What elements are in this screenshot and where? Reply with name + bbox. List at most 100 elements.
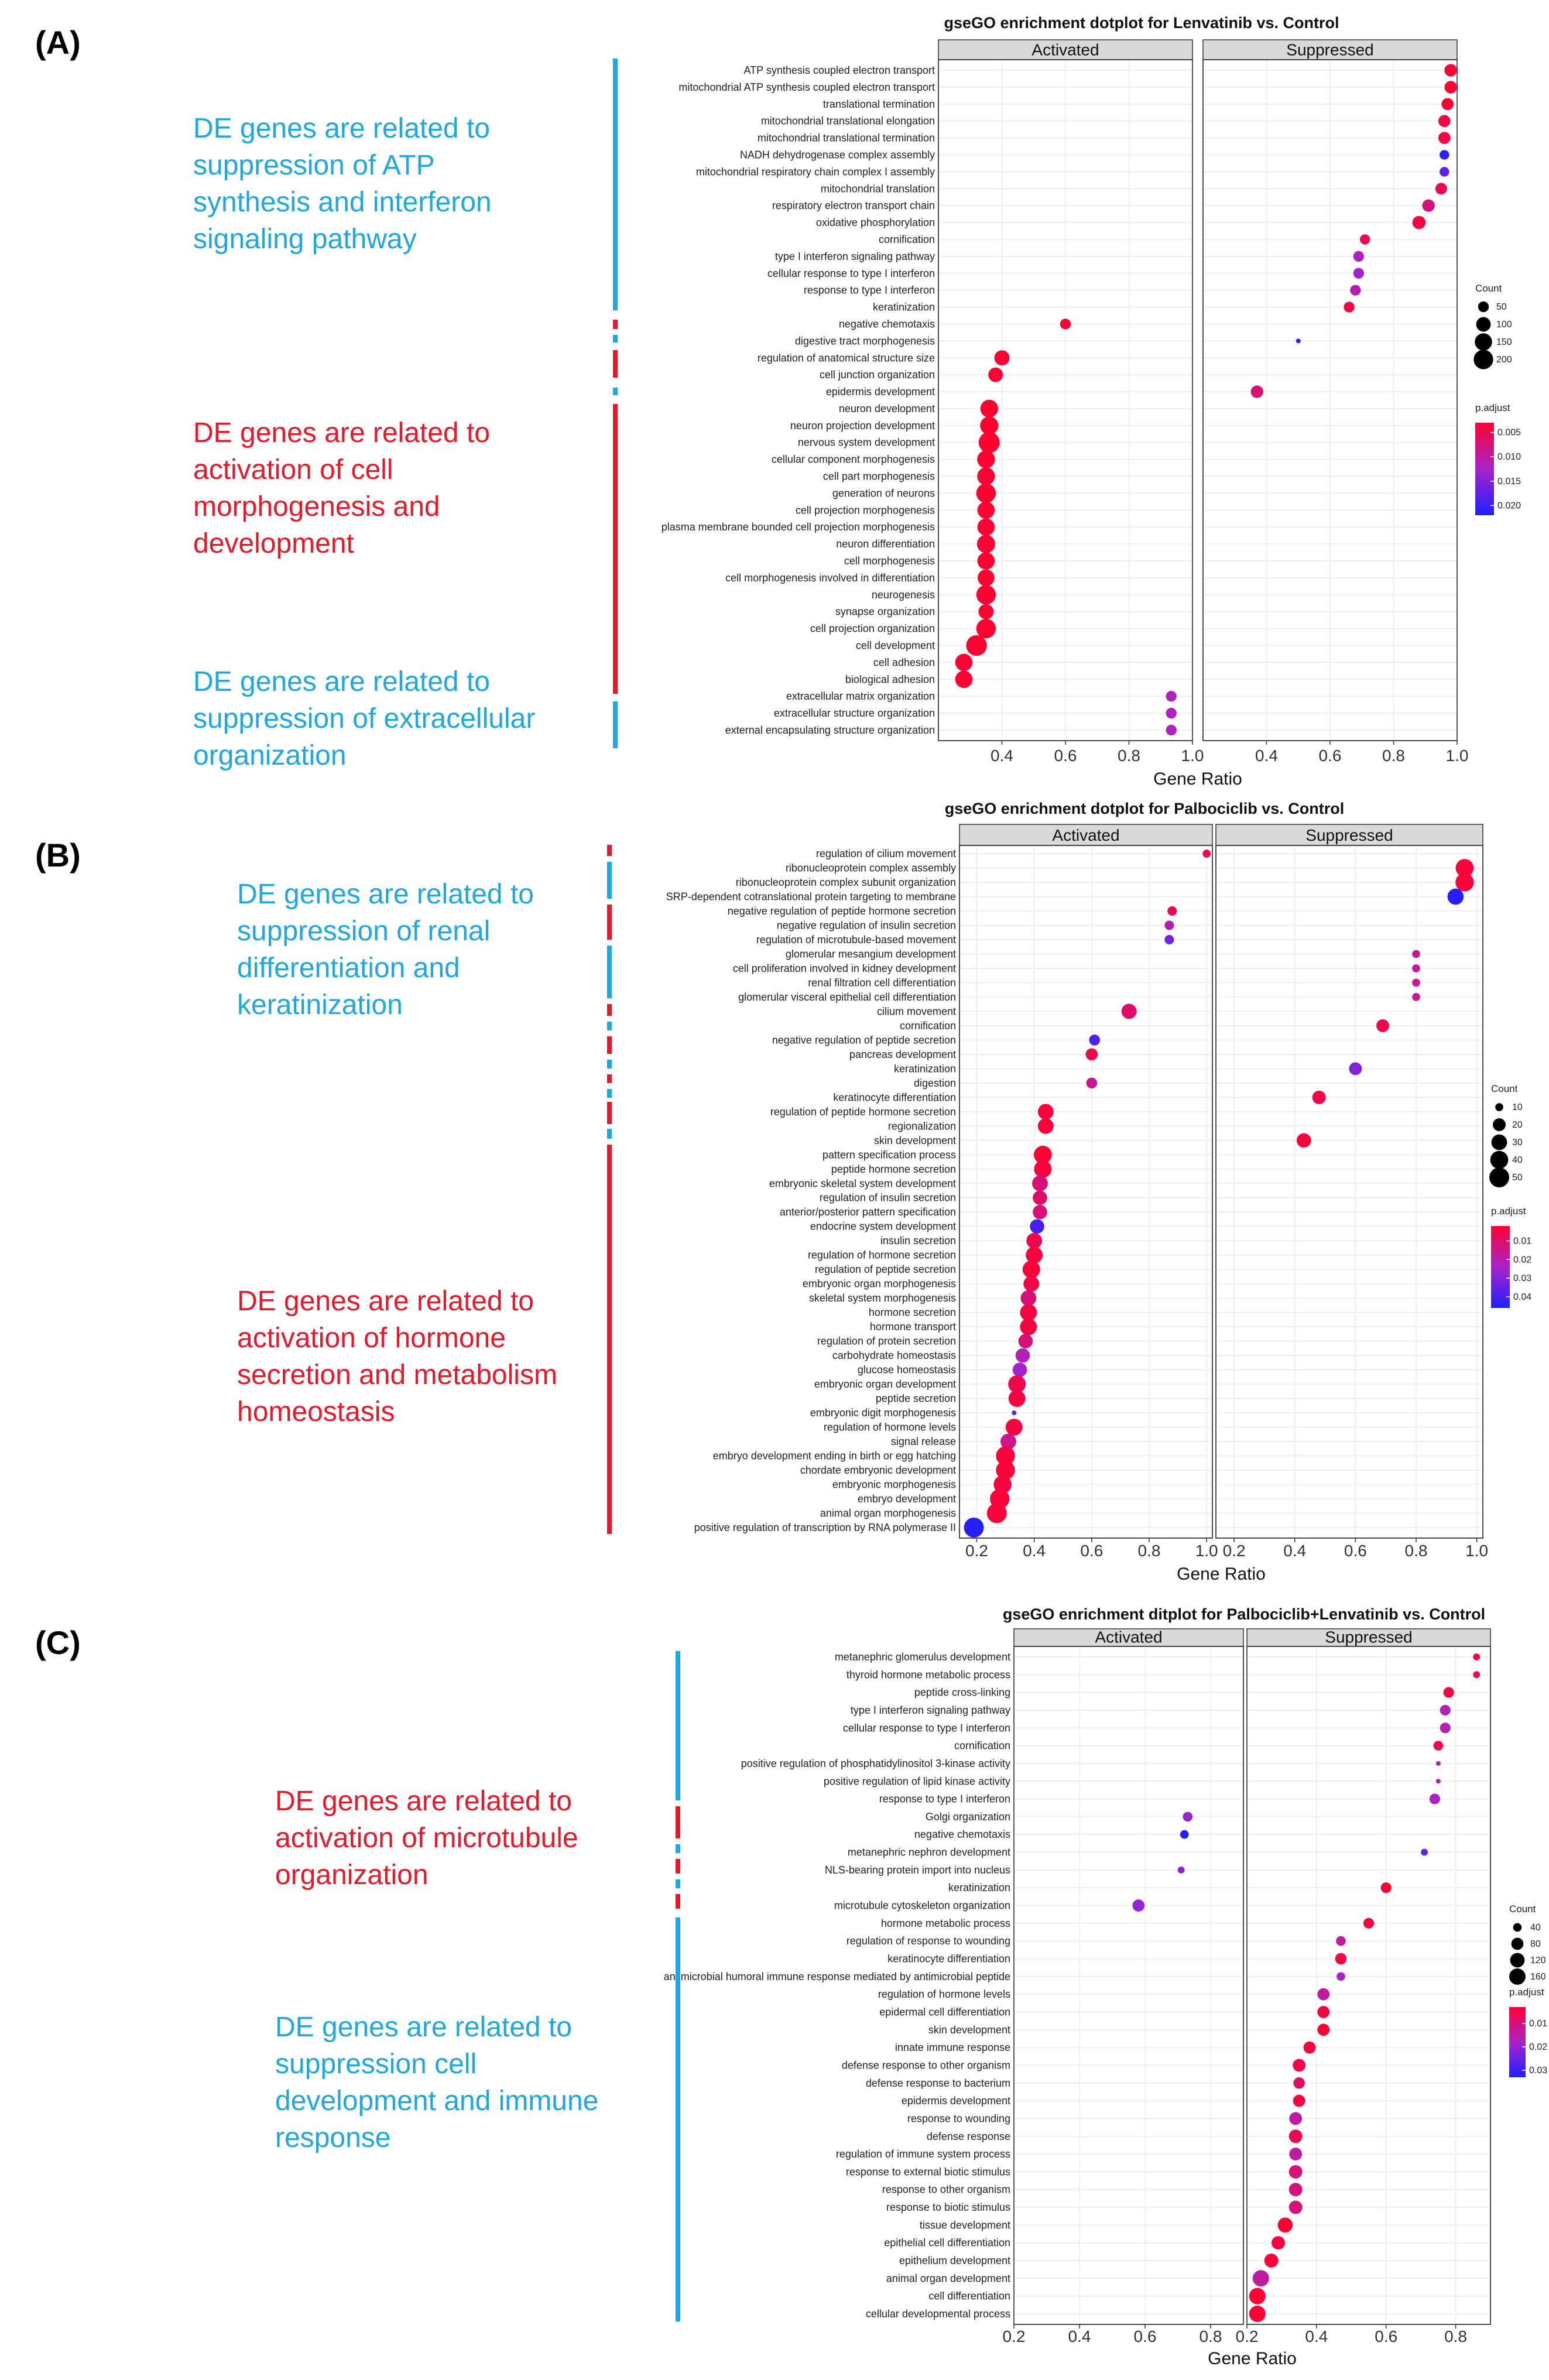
data-point (1032, 1175, 1048, 1191)
chart-title: gseGO enrichment dotplot for Lenvatinib … (944, 14, 1339, 32)
data-point (1297, 1133, 1311, 1148)
panel-a: (A) gseGO enrichment dotplot for Lenvatin… (35, 14, 1521, 789)
data-point (1363, 1917, 1375, 1929)
data-point (1132, 1899, 1145, 1912)
size-legend-label: 80 (1530, 1939, 1541, 1949)
annotation-line: DE genes are related to (275, 2012, 572, 2043)
facet-activated: Activated 0.4 0.6 0.8 1.0 (938, 39, 1204, 765)
category-label: carbohydrate homeostasis (832, 1350, 956, 1361)
category-label: digestion (914, 1077, 956, 1089)
category-label: cell differentiation (928, 2290, 1010, 2302)
category-label: cornification (879, 234, 935, 245)
category-label: renal filtration cell differentiation (808, 977, 956, 988)
data-point (1380, 1882, 1392, 1893)
data-point (977, 552, 995, 570)
category-label: signal release (891, 1436, 956, 1447)
annotation-line: organization (275, 1860, 429, 1891)
size-legend-label: 10 (1512, 1102, 1523, 1112)
category-label: negative chemotaxis (839, 318, 935, 330)
x-tick-label: 0.8 (1200, 2327, 1222, 2345)
data-point (996, 1446, 1015, 1465)
x-tick-label: 0.8 (1405, 1542, 1428, 1560)
data-point (1272, 2236, 1285, 2250)
size-legend-label: 100 (1496, 320, 1512, 330)
group-marker (607, 946, 612, 998)
facet-suppressed: Suppressed 0.2 0.4 0.6 0.8 1.0 (1215, 824, 1488, 1560)
data-point (1353, 251, 1364, 262)
category-label: negative regulation of peptide hormone s… (728, 905, 956, 917)
plot-area (1246, 1646, 1491, 2325)
annotation-line: DE genes are related to (193, 417, 490, 448)
group-marker (676, 1859, 680, 1874)
annotation-line: homeostasis (237, 1396, 395, 1427)
data-point (1008, 1375, 1026, 1393)
data-point (1444, 64, 1457, 77)
category-label: generation of neurons (832, 487, 935, 499)
category-label: keratinocyte differentiation (887, 1953, 1010, 1965)
category-label: response to type I interferon (879, 1793, 1010, 1805)
category-label: response to other organism (882, 2184, 1010, 2196)
category-label: regulation of peptide secretion (815, 1263, 956, 1275)
group-marker (613, 335, 618, 343)
x-tick-label: 0.8 (1382, 746, 1405, 765)
color-legend-label: 0.03 (1529, 2066, 1547, 2076)
data-point (1412, 950, 1420, 958)
data-point (1033, 1204, 1047, 1220)
data-point (1303, 2041, 1316, 2054)
data-point (977, 467, 995, 485)
annotation-line: activation of cell (193, 454, 393, 485)
category-label: NLS-bearing protein import into nucleus (825, 1864, 1010, 1876)
group-marker (607, 845, 612, 856)
data-point (1034, 1160, 1052, 1178)
annotation-line: organization (193, 740, 347, 771)
data-point (1440, 1704, 1451, 1716)
panel-label: (C) (35, 1624, 81, 1661)
x-tick-label: 0.6 (1054, 746, 1077, 765)
category-label: mitochondrial respiratory chain complex … (696, 166, 935, 177)
data-point (1288, 2200, 1303, 2214)
facet-strip-label: Suppressed (1325, 1628, 1412, 1646)
data-point (1252, 2270, 1269, 2287)
size-legend-label: 40 (1512, 1155, 1523, 1165)
data-point (1455, 873, 1474, 892)
category-label: anterior/posterior pattern specification (780, 1206, 956, 1218)
color-legend-label: 0.02 (1529, 2042, 1547, 2052)
x-tick-label: 0.4 (1023, 1542, 1046, 1560)
data-point (1012, 1410, 1017, 1416)
category-label: epithelium development (899, 2255, 1010, 2266)
data-point (1020, 1318, 1037, 1335)
category-label: embryonic organ development (814, 1378, 956, 1390)
legend: Count 40 80 120 160 p.adjust 0.01 0.02 0.03 (1509, 1903, 1547, 2077)
data-point (1289, 2112, 1303, 2125)
data-point (1177, 1866, 1185, 1874)
category-label: positive regulation of lipid kinase acti… (824, 1775, 1010, 1787)
legend: Count 50 100 150 200 p.adjust 0.005 0.010 0.015 0… (1473, 283, 1521, 515)
category-label: cellular developmental process (866, 2308, 1010, 2320)
category-label: synapse organization (835, 606, 935, 618)
category-label: response to biotic stimulus (886, 2201, 1010, 2213)
size-legend-dot (1476, 317, 1491, 332)
group-marker (607, 1129, 612, 1139)
annotation-line: keratinization (237, 989, 403, 1021)
color-legend-title: p.adjust (1509, 1987, 1544, 1998)
category-label: hormone secretion (869, 1307, 956, 1319)
annotation-line: suppression of ATP (193, 150, 435, 181)
data-point (1164, 934, 1174, 944)
data-point (1026, 1232, 1043, 1249)
data-point (1033, 1190, 1047, 1206)
category-label: external encapsulating structure organiz… (725, 724, 935, 736)
data-point (1435, 1779, 1441, 1784)
annotation-line: activation of microtubule (275, 1823, 578, 1854)
category-label: epidermis development (826, 386, 935, 398)
color-legend-title: p.adjust (1475, 402, 1510, 413)
data-point (976, 585, 996, 605)
category-label: cellular response to type I interferon (767, 268, 935, 279)
category-label: cell proliferation involved in kidney de… (733, 963, 956, 974)
panel-c: (C) gseGO enrichment ditplot for Palbocic… (35, 1605, 1547, 2368)
category-label: regulation of cilium movement (816, 848, 956, 859)
data-point (1026, 1246, 1043, 1264)
size-legend-title: Count (1475, 283, 1502, 294)
category-label: NADH dehydrogenase complex assembly (740, 149, 935, 160)
annotation-line: suppression cell (275, 2049, 477, 2080)
category-label: regulation of anatomical structure size (758, 352, 935, 364)
